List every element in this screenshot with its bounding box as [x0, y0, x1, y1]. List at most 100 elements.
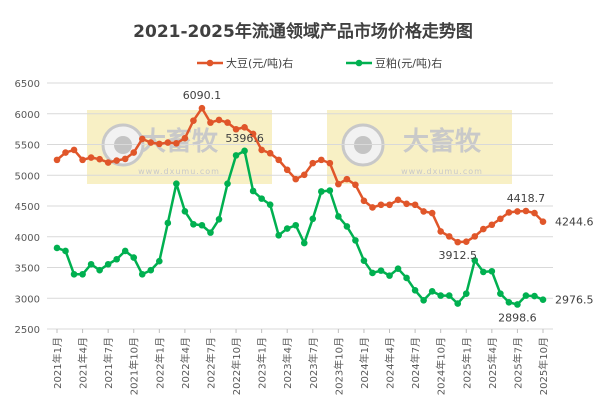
- data-point: [309, 215, 317, 223]
- data-point: [462, 290, 470, 297]
- x-tick-label: 2021年7月: [102, 337, 115, 389]
- data-point: [514, 301, 521, 308]
- legend-label: 大豆(元/吨)右: [226, 56, 293, 70]
- chart-title: 2021-2025年流通领域产品市场价格走势图: [133, 21, 473, 42]
- data-point: [53, 244, 61, 252]
- data-point: [292, 221, 300, 229]
- data-point: [403, 200, 410, 208]
- data-point: [300, 239, 308, 247]
- data-point: [87, 154, 95, 161]
- y-tick-label: 6500: [15, 79, 40, 90]
- data-label: 4418.7: [507, 192, 546, 205]
- data-point: [79, 270, 86, 278]
- data-point: [471, 257, 479, 264]
- data-point: [62, 149, 69, 156]
- y-tick-label: 4000: [15, 233, 40, 244]
- data-point: [488, 267, 496, 275]
- data-label: 2976.5: [555, 294, 594, 307]
- data-point: [96, 155, 103, 163]
- data-point: [539, 296, 547, 303]
- data-point: [130, 149, 138, 156]
- data-point: [352, 181, 359, 189]
- data-point: [326, 187, 334, 194]
- legend: 大豆(元/吨)右 豆粕(元/吨)右: [197, 56, 442, 70]
- x-axis: 2021年1月 2021年4月 2021年7月 2021年10月 2022年1月 2022…: [51, 329, 550, 395]
- data-point: [360, 197, 368, 205]
- data-point: [531, 209, 538, 217]
- data-point: [480, 225, 487, 233]
- data-point: [283, 166, 291, 174]
- legend-marker: [206, 59, 214, 67]
- data-point: [275, 156, 282, 164]
- y-tick-label: 5500: [15, 141, 40, 152]
- x-tick-label: 2022年7月: [204, 337, 217, 389]
- data-point: [377, 267, 385, 274]
- data-point: [138, 135, 146, 143]
- legend-marker: [355, 59, 363, 67]
- data-point: [335, 213, 342, 220]
- series-soybean: [53, 104, 547, 246]
- data-point: [104, 159, 112, 166]
- data-labels-layer: 6090.1 3912.5 4418.7 4244.6 5396.6 2898.6 2976…: [183, 89, 594, 324]
- y-axis: 2500 3000 3500 4000 4500 5000 5500 6000 6500: [15, 79, 40, 336]
- data-point: [164, 219, 172, 227]
- data-point: [241, 147, 248, 155]
- y-tick-label: 5000: [15, 171, 40, 182]
- data-point: [130, 254, 138, 261]
- data-point: [505, 209, 513, 216]
- data-point: [445, 233, 453, 240]
- data-point: [121, 155, 129, 163]
- data-point: [437, 228, 444, 235]
- data-point: [232, 152, 240, 159]
- data-point: [215, 116, 223, 124]
- data-point: [207, 229, 214, 236]
- watermark-brand: 大畜牧: [403, 126, 482, 157]
- data-point: [121, 247, 129, 255]
- data-point: [505, 299, 513, 306]
- watermark-url: www.dxumu.com: [401, 167, 483, 176]
- data-point: [292, 175, 300, 183]
- series-line: [56, 149, 544, 306]
- data-point: [428, 288, 436, 295]
- data-point: [497, 290, 504, 297]
- data-point: [377, 201, 385, 209]
- x-tick-label: 2025年1月: [460, 337, 473, 389]
- data-point: [232, 125, 240, 133]
- x-tick-label: 2021年1月: [51, 337, 64, 389]
- data-point: [164, 139, 172, 146]
- series-line: [56, 106, 544, 244]
- data-point: [335, 180, 342, 188]
- data-point: [181, 207, 189, 215]
- series-soybean-meal: [53, 147, 547, 308]
- x-tick-label: 2021年4月: [77, 337, 90, 389]
- data-label: 2898.6: [498, 311, 537, 324]
- data-point: [147, 139, 155, 146]
- data-point: [62, 247, 69, 255]
- data-point: [156, 140, 163, 148]
- data-point: [224, 180, 231, 187]
- x-tick-label: 2023年4月: [281, 337, 294, 389]
- data-point: [198, 104, 206, 112]
- data-point: [147, 266, 155, 274]
- data-point: [181, 134, 189, 142]
- data-point: [266, 149, 274, 157]
- data-point: [318, 156, 325, 164]
- data-point: [70, 270, 78, 278]
- series-layer: [53, 104, 547, 308]
- legend-item: 大豆(元/吨)右: [197, 56, 293, 70]
- x-tick-label: 2023年7月: [307, 337, 320, 389]
- x-tick-label: 2022年1月: [153, 337, 166, 389]
- data-point: [394, 196, 402, 204]
- x-tick-label: 2023年1月: [256, 337, 269, 389]
- data-point: [70, 146, 78, 154]
- data-point: [386, 272, 393, 279]
- data-point: [403, 274, 410, 282]
- data-point: [411, 287, 419, 294]
- data-point: [428, 209, 436, 217]
- data-point: [138, 270, 146, 278]
- data-point: [258, 146, 265, 154]
- data-point: [156, 257, 163, 265]
- x-tick-label: 2022年10月: [230, 337, 243, 395]
- data-point: [173, 180, 180, 187]
- watermark-url: www.dxumu.com: [138, 167, 220, 176]
